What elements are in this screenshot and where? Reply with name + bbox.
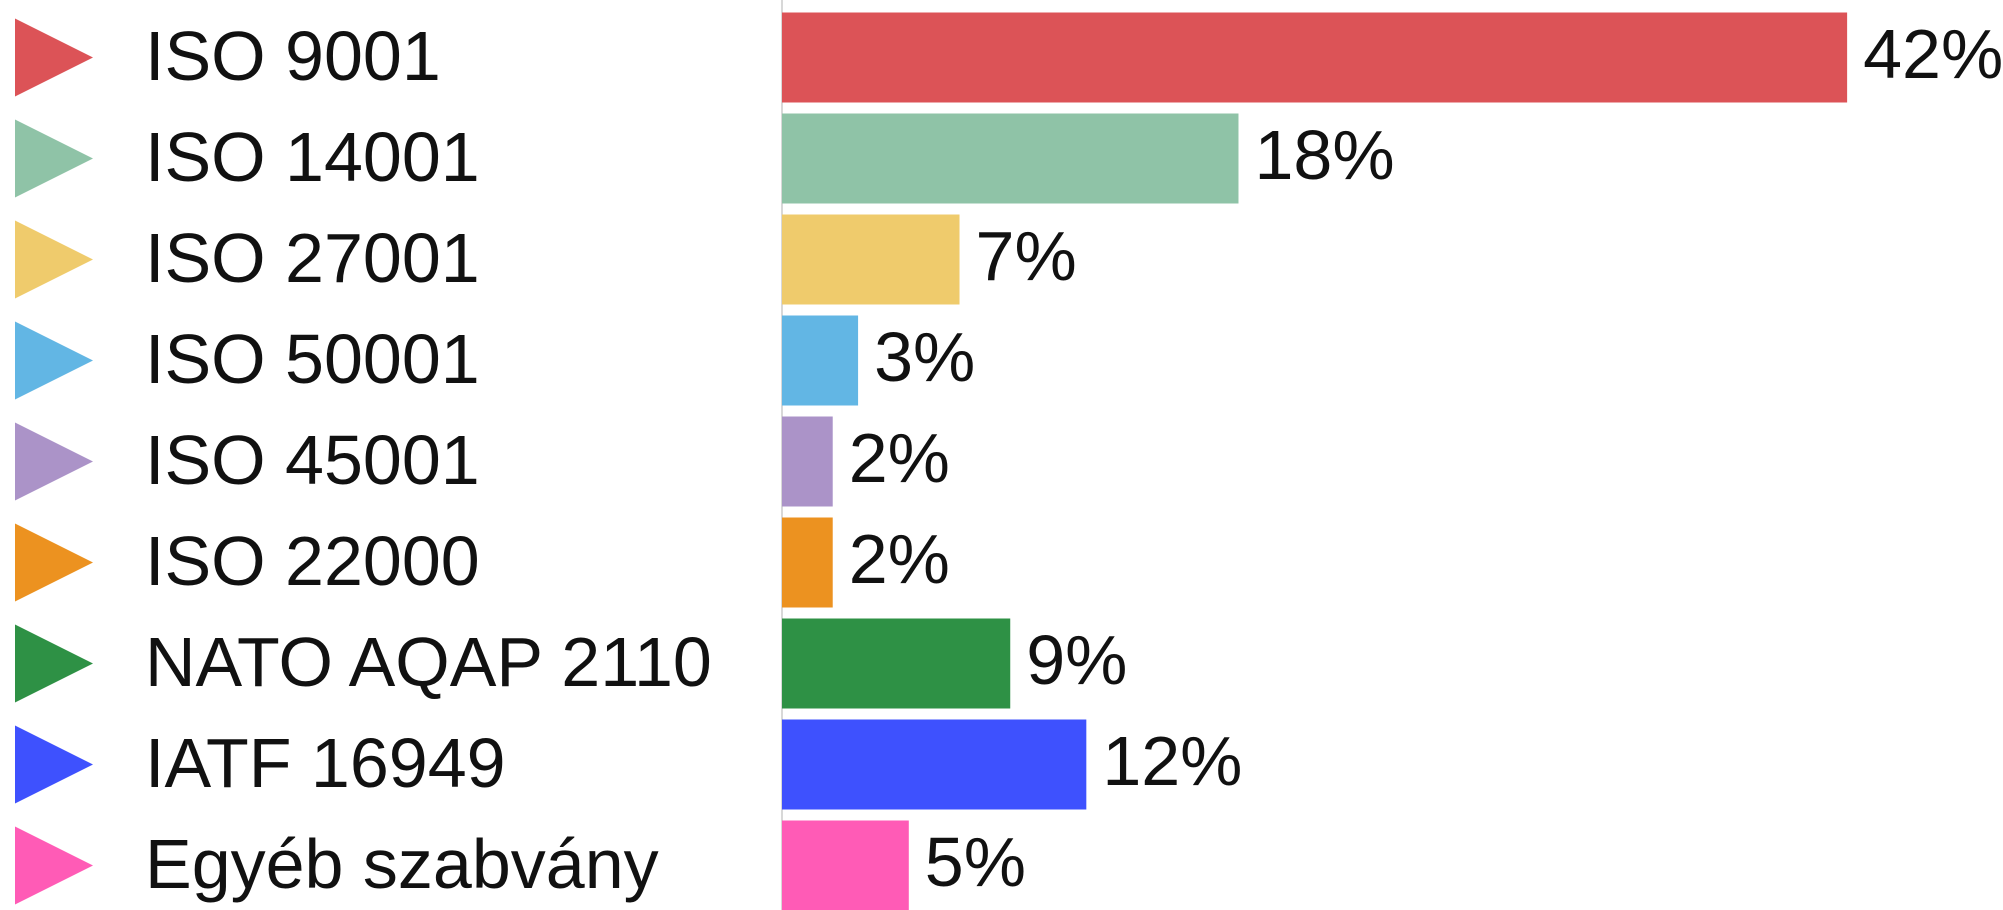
bar <box>782 113 1239 204</box>
value-label: 2% <box>849 419 950 497</box>
category-label: ISO 50001 <box>145 320 480 398</box>
value-label: 2% <box>849 520 950 598</box>
bar <box>782 719 1087 810</box>
bar <box>782 618 1011 709</box>
category-label: ISO 22000 <box>145 522 480 600</box>
legend-marker <box>15 220 93 299</box>
legend-marker <box>15 422 93 501</box>
bar <box>782 517 833 608</box>
value-label: 12% <box>1102 722 1242 800</box>
bar <box>782 12 1848 103</box>
category-label: ISO 14001 <box>145 118 480 196</box>
bar <box>782 214 960 305</box>
bar <box>782 416 833 507</box>
value-label: 5% <box>925 823 1026 901</box>
category-label: ISO 45001 <box>145 421 480 499</box>
category-label: NATO AQAP 2110 <box>145 623 712 701</box>
legend-marker <box>15 523 93 602</box>
legend-marker <box>15 321 93 400</box>
value-label: 7% <box>976 217 1077 295</box>
value-label: 42% <box>1863 15 2003 93</box>
legend-marker <box>15 119 93 198</box>
category-label: ISO 9001 <box>145 17 441 95</box>
category-label: IATF 16949 <box>145 724 506 802</box>
bar <box>782 820 909 910</box>
value-label: 18% <box>1254 116 1394 194</box>
legend-marker <box>15 18 93 97</box>
bar <box>782 315 859 406</box>
category-label: Egyéb szabvány <box>145 825 659 903</box>
legend-marker <box>15 826 93 905</box>
category-label: ISO 27001 <box>145 219 480 297</box>
legend-marker <box>15 725 93 804</box>
value-label: 9% <box>1026 621 1127 699</box>
value-label: 3% <box>874 318 975 396</box>
legend-marker <box>15 624 93 703</box>
